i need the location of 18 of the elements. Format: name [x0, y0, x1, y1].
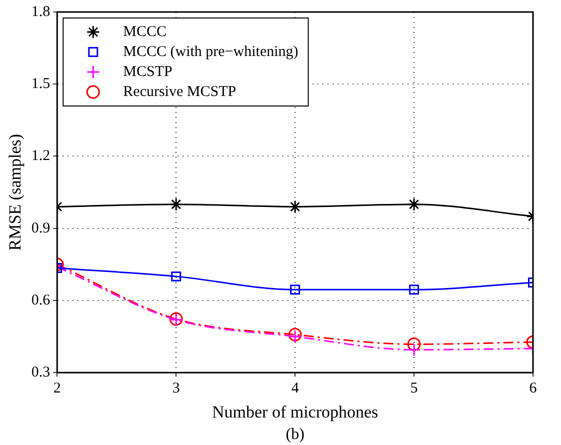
x-axis-title: Number of microphones	[212, 402, 378, 422]
y-tick-label: 0.6	[31, 292, 51, 308]
legend-label: Recursive MCSTP	[123, 84, 236, 100]
y-tick-label: 1.5	[31, 76, 50, 92]
y-tick-label: 1.2	[31, 148, 50, 164]
x-tick-label: 4	[291, 380, 300, 397]
text: (b)	[286, 426, 304, 443]
y-tick-label: 0.3	[31, 364, 50, 381]
x-tick-label: 2	[53, 380, 61, 397]
y-tick-label: 0.9	[31, 220, 50, 236]
x-tick-label: 6	[529, 380, 538, 397]
x-tick-label: 5	[410, 380, 418, 397]
legend-label: MCCC	[123, 24, 167, 40]
legend-label: MCSTP	[123, 64, 172, 80]
y-tick-label: 1.8	[31, 4, 50, 20]
legend-label: MCCC (with pre−whitening)	[123, 44, 298, 60]
y-axis-title: RMSE (samples)	[6, 134, 25, 251]
x-tick-label: 3	[172, 380, 180, 397]
